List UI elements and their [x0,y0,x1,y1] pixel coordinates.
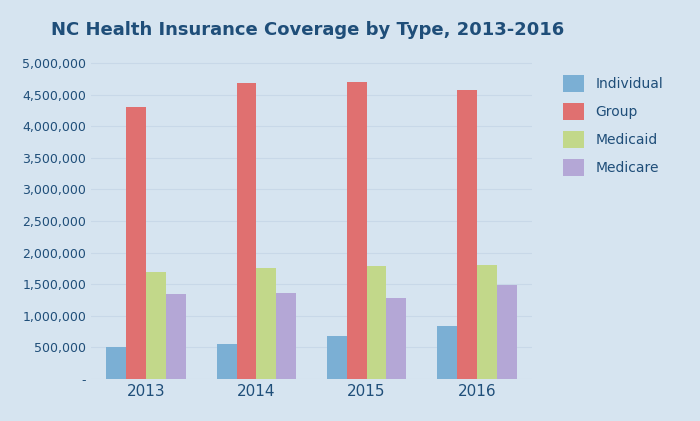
Bar [237,83,256,379]
Bar [457,90,477,379]
Bar [327,336,346,379]
Bar [367,266,386,379]
Bar [497,285,517,379]
Bar [217,344,237,379]
Bar [346,82,367,379]
Bar [256,268,276,379]
Bar [106,347,126,379]
Text: NC Health Insurance Coverage by Type, 2013-2016: NC Health Insurance Coverage by Type, 20… [51,21,565,39]
Bar [386,298,406,379]
Bar [126,107,146,379]
Legend: Individual, Group, Medicaid, Medicare: Individual, Group, Medicaid, Medicare [552,64,674,187]
Bar [146,272,166,379]
Bar [438,326,457,379]
Bar [166,294,186,379]
Bar [477,265,497,379]
Bar [276,293,296,379]
